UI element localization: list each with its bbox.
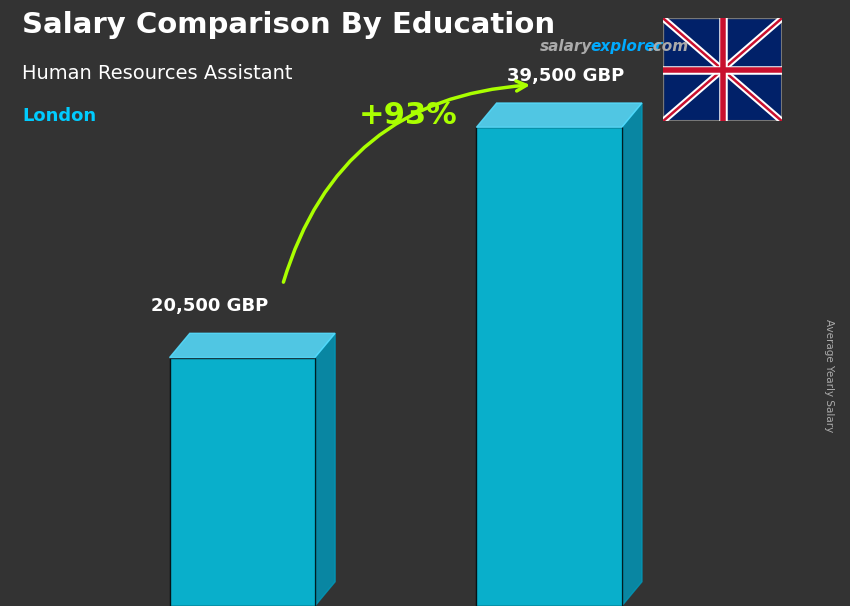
Polygon shape	[169, 333, 335, 358]
Text: Salary Comparison By Education: Salary Comparison By Education	[22, 11, 556, 39]
Text: explorer: explorer	[591, 39, 663, 55]
Polygon shape	[314, 333, 335, 606]
FancyBboxPatch shape	[476, 127, 621, 606]
FancyBboxPatch shape	[169, 358, 314, 606]
FancyArrowPatch shape	[283, 81, 526, 282]
Polygon shape	[476, 103, 642, 127]
Text: +93%: +93%	[359, 101, 457, 130]
FancyBboxPatch shape	[663, 18, 782, 121]
Polygon shape	[621, 103, 642, 606]
Text: Average Yearly Salary: Average Yearly Salary	[824, 319, 834, 432]
Text: Human Resources Assistant: Human Resources Assistant	[22, 64, 293, 83]
Text: .com: .com	[648, 39, 689, 55]
Text: 39,500 GBP: 39,500 GBP	[507, 67, 624, 85]
Text: salary: salary	[540, 39, 592, 55]
Text: 20,500 GBP: 20,500 GBP	[151, 297, 269, 315]
Text: London: London	[22, 107, 97, 125]
